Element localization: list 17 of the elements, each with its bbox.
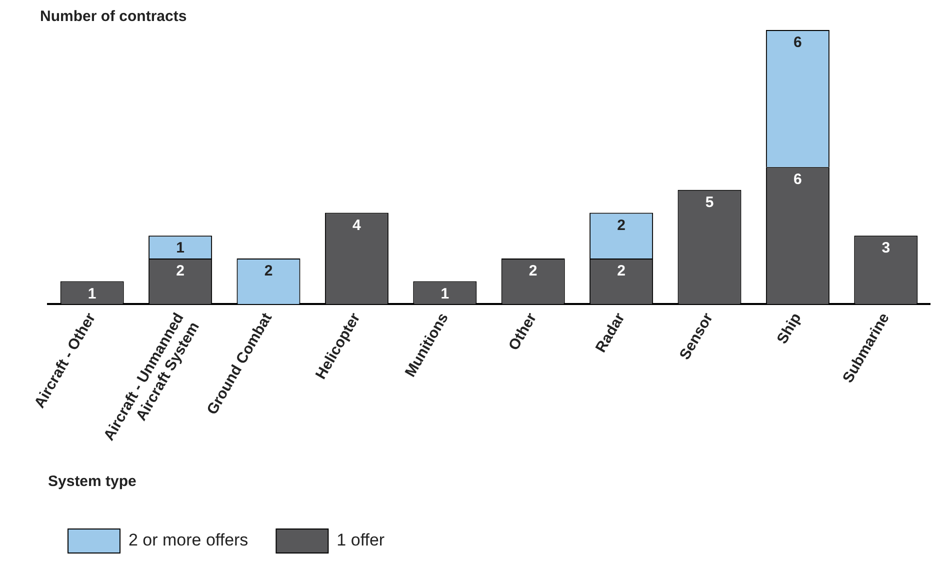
data-label: 2 xyxy=(528,262,538,280)
x-axis-title: System type xyxy=(48,473,136,490)
data-label: 4 xyxy=(352,216,362,234)
data-label: 3 xyxy=(882,240,890,257)
legend-label: 2 or more offers xyxy=(128,530,248,550)
data-label: 6 xyxy=(794,171,802,188)
data-label: 2 xyxy=(617,262,626,280)
data-label: 1 xyxy=(176,240,184,257)
data-label: 5 xyxy=(705,194,714,212)
data-label: 2 xyxy=(617,216,626,234)
data-label: 6 xyxy=(794,34,802,52)
data-label: 1 xyxy=(440,285,450,302)
data-label: 2 xyxy=(176,262,184,280)
data-label: 1 xyxy=(88,285,96,302)
legend-label: 1 offer xyxy=(336,530,385,550)
data-label: 2 xyxy=(264,262,273,280)
y-axis-title: Number of contracts xyxy=(40,8,187,26)
